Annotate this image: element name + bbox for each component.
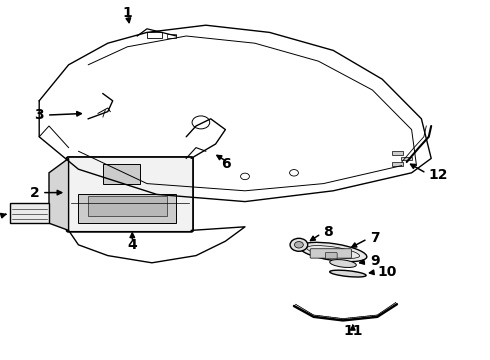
FancyBboxPatch shape bbox=[67, 157, 193, 232]
Ellipse shape bbox=[330, 260, 356, 267]
Bar bbox=[167, 34, 176, 38]
FancyBboxPatch shape bbox=[310, 249, 351, 258]
Text: 11: 11 bbox=[343, 324, 363, 338]
Text: 3: 3 bbox=[34, 108, 44, 122]
Text: 1: 1 bbox=[122, 6, 132, 19]
Text: 8: 8 bbox=[323, 225, 333, 239]
Circle shape bbox=[290, 238, 308, 251]
Bar bbox=[392, 162, 403, 166]
Text: 6: 6 bbox=[220, 157, 230, 171]
Bar bbox=[88, 196, 167, 216]
Bar bbox=[401, 157, 412, 160]
FancyBboxPatch shape bbox=[325, 253, 337, 259]
Ellipse shape bbox=[330, 270, 366, 277]
Ellipse shape bbox=[299, 242, 367, 262]
Bar bbox=[103, 164, 140, 184]
Polygon shape bbox=[49, 158, 69, 230]
Text: 4: 4 bbox=[127, 238, 137, 252]
Bar bbox=[392, 151, 403, 155]
Bar bbox=[10, 203, 49, 223]
Text: 7: 7 bbox=[370, 231, 380, 244]
Text: 12: 12 bbox=[429, 168, 448, 181]
Text: 10: 10 bbox=[377, 265, 397, 279]
Circle shape bbox=[294, 242, 303, 248]
Text: 9: 9 bbox=[370, 254, 380, 268]
Text: 2: 2 bbox=[29, 186, 39, 199]
Bar bbox=[147, 32, 162, 38]
Bar bbox=[78, 194, 176, 223]
